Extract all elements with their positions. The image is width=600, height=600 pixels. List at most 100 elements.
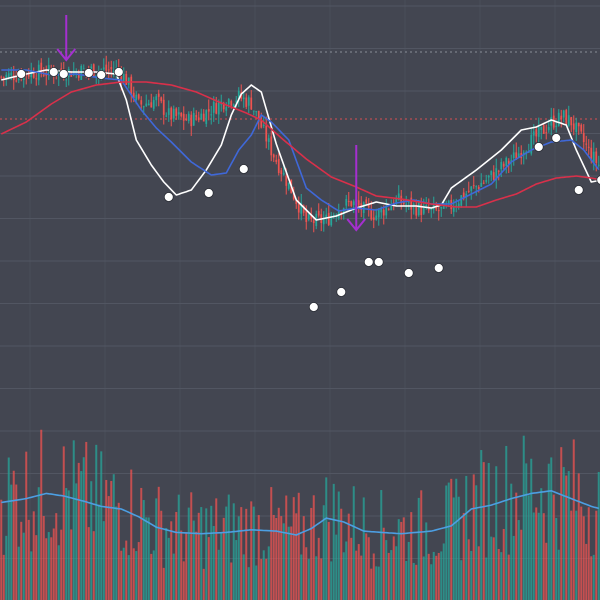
volume-bar	[177, 494, 180, 600]
volume-bar	[60, 529, 63, 600]
volume-bar	[275, 518, 278, 600]
candle-body	[282, 172, 285, 175]
volume-bar	[485, 557, 488, 600]
volume-bar	[565, 475, 568, 600]
volume-bar	[480, 450, 483, 600]
candle-body	[555, 125, 558, 128]
candle-body	[390, 205, 393, 211]
candle-body	[197, 117, 200, 121]
volume-bar	[195, 531, 198, 600]
candle-body	[175, 108, 178, 116]
candle-body	[165, 115, 168, 117]
candle-body	[5, 74, 8, 79]
signal-marker	[363, 257, 374, 267]
signal-marker	[433, 263, 444, 273]
candle-body	[540, 126, 543, 130]
volume-bar	[127, 555, 130, 600]
candle-body	[575, 122, 578, 133]
volume-bar	[337, 491, 340, 600]
volume-bar	[395, 546, 398, 600]
candle-body	[130, 76, 133, 96]
volume-bar	[95, 444, 98, 600]
candle-body	[577, 122, 580, 127]
candle-body	[300, 202, 303, 214]
candle-body	[465, 193, 468, 198]
volume-bar	[42, 516, 45, 600]
volume-bar	[30, 551, 33, 600]
volume-bar	[292, 497, 295, 600]
volume-bar	[255, 565, 258, 600]
volume-bar	[132, 548, 135, 600]
volume-bar	[340, 508, 343, 600]
candle-body	[500, 162, 503, 170]
volume-bar	[502, 528, 505, 600]
volume-bar	[115, 506, 118, 600]
volume-bar	[245, 508, 248, 600]
candle-body	[155, 96, 158, 101]
volume-bar	[537, 512, 540, 600]
candle-body	[342, 208, 345, 214]
signal-marker	[403, 268, 414, 278]
volume-bar	[355, 550, 358, 600]
candle-body	[347, 201, 350, 203]
volume-bar	[397, 519, 400, 600]
volume-bar	[302, 516, 305, 600]
volume-bar	[170, 521, 173, 600]
candle-body	[302, 205, 305, 213]
candle-body	[580, 124, 583, 132]
volume-bar	[197, 512, 200, 600]
candle-body	[137, 94, 140, 99]
volume-bar	[357, 544, 360, 600]
volume-bar	[402, 517, 405, 600]
candle-body	[385, 206, 388, 216]
candle-body	[292, 192, 295, 200]
candle-body	[285, 175, 288, 186]
volume-bar	[490, 536, 493, 600]
candle-body	[495, 168, 498, 180]
volume-bar	[205, 508, 208, 600]
candle-body	[242, 97, 245, 100]
candle-body	[102, 67, 105, 70]
volume-bar	[415, 564, 418, 600]
volume-bar	[40, 429, 43, 600]
candle-body	[10, 72, 13, 76]
volume-bar	[135, 551, 138, 600]
volume-bar	[35, 535, 38, 600]
volume-bar	[250, 501, 253, 600]
candle-body	[562, 110, 565, 118]
volume-bar	[50, 537, 53, 600]
candle-body	[517, 153, 520, 158]
candle-body	[2, 77, 5, 79]
volume-bar	[472, 474, 475, 600]
candle-body	[487, 175, 490, 178]
volume-bar	[100, 451, 103, 600]
signal-marker	[96, 70, 107, 80]
volume-bar	[210, 505, 213, 600]
volume-bar	[165, 528, 168, 600]
volume-bar	[367, 537, 370, 600]
candle-body	[312, 220, 315, 224]
volume-bar	[137, 542, 140, 600]
volume-bar	[530, 458, 533, 600]
candle-body	[47, 65, 50, 74]
volume-bar	[407, 541, 410, 600]
volume-bar	[512, 535, 515, 600]
signal-marker	[551, 133, 562, 143]
volume-bar	[300, 554, 303, 600]
volume-bar	[575, 510, 578, 600]
volume-bar	[347, 513, 350, 600]
volume-bar	[470, 550, 473, 600]
volume-ma-line	[1, 489, 600, 536]
volume-bar	[25, 451, 28, 600]
volume-bar	[175, 511, 178, 600]
volume-bar	[5, 535, 8, 600]
candle-body	[280, 170, 283, 175]
volume-bar	[522, 435, 525, 600]
volume-bar	[375, 566, 378, 600]
signal-marker	[48, 67, 59, 77]
volume-bar	[382, 527, 385, 600]
volume-bar	[192, 520, 195, 600]
candle-body	[275, 159, 278, 162]
